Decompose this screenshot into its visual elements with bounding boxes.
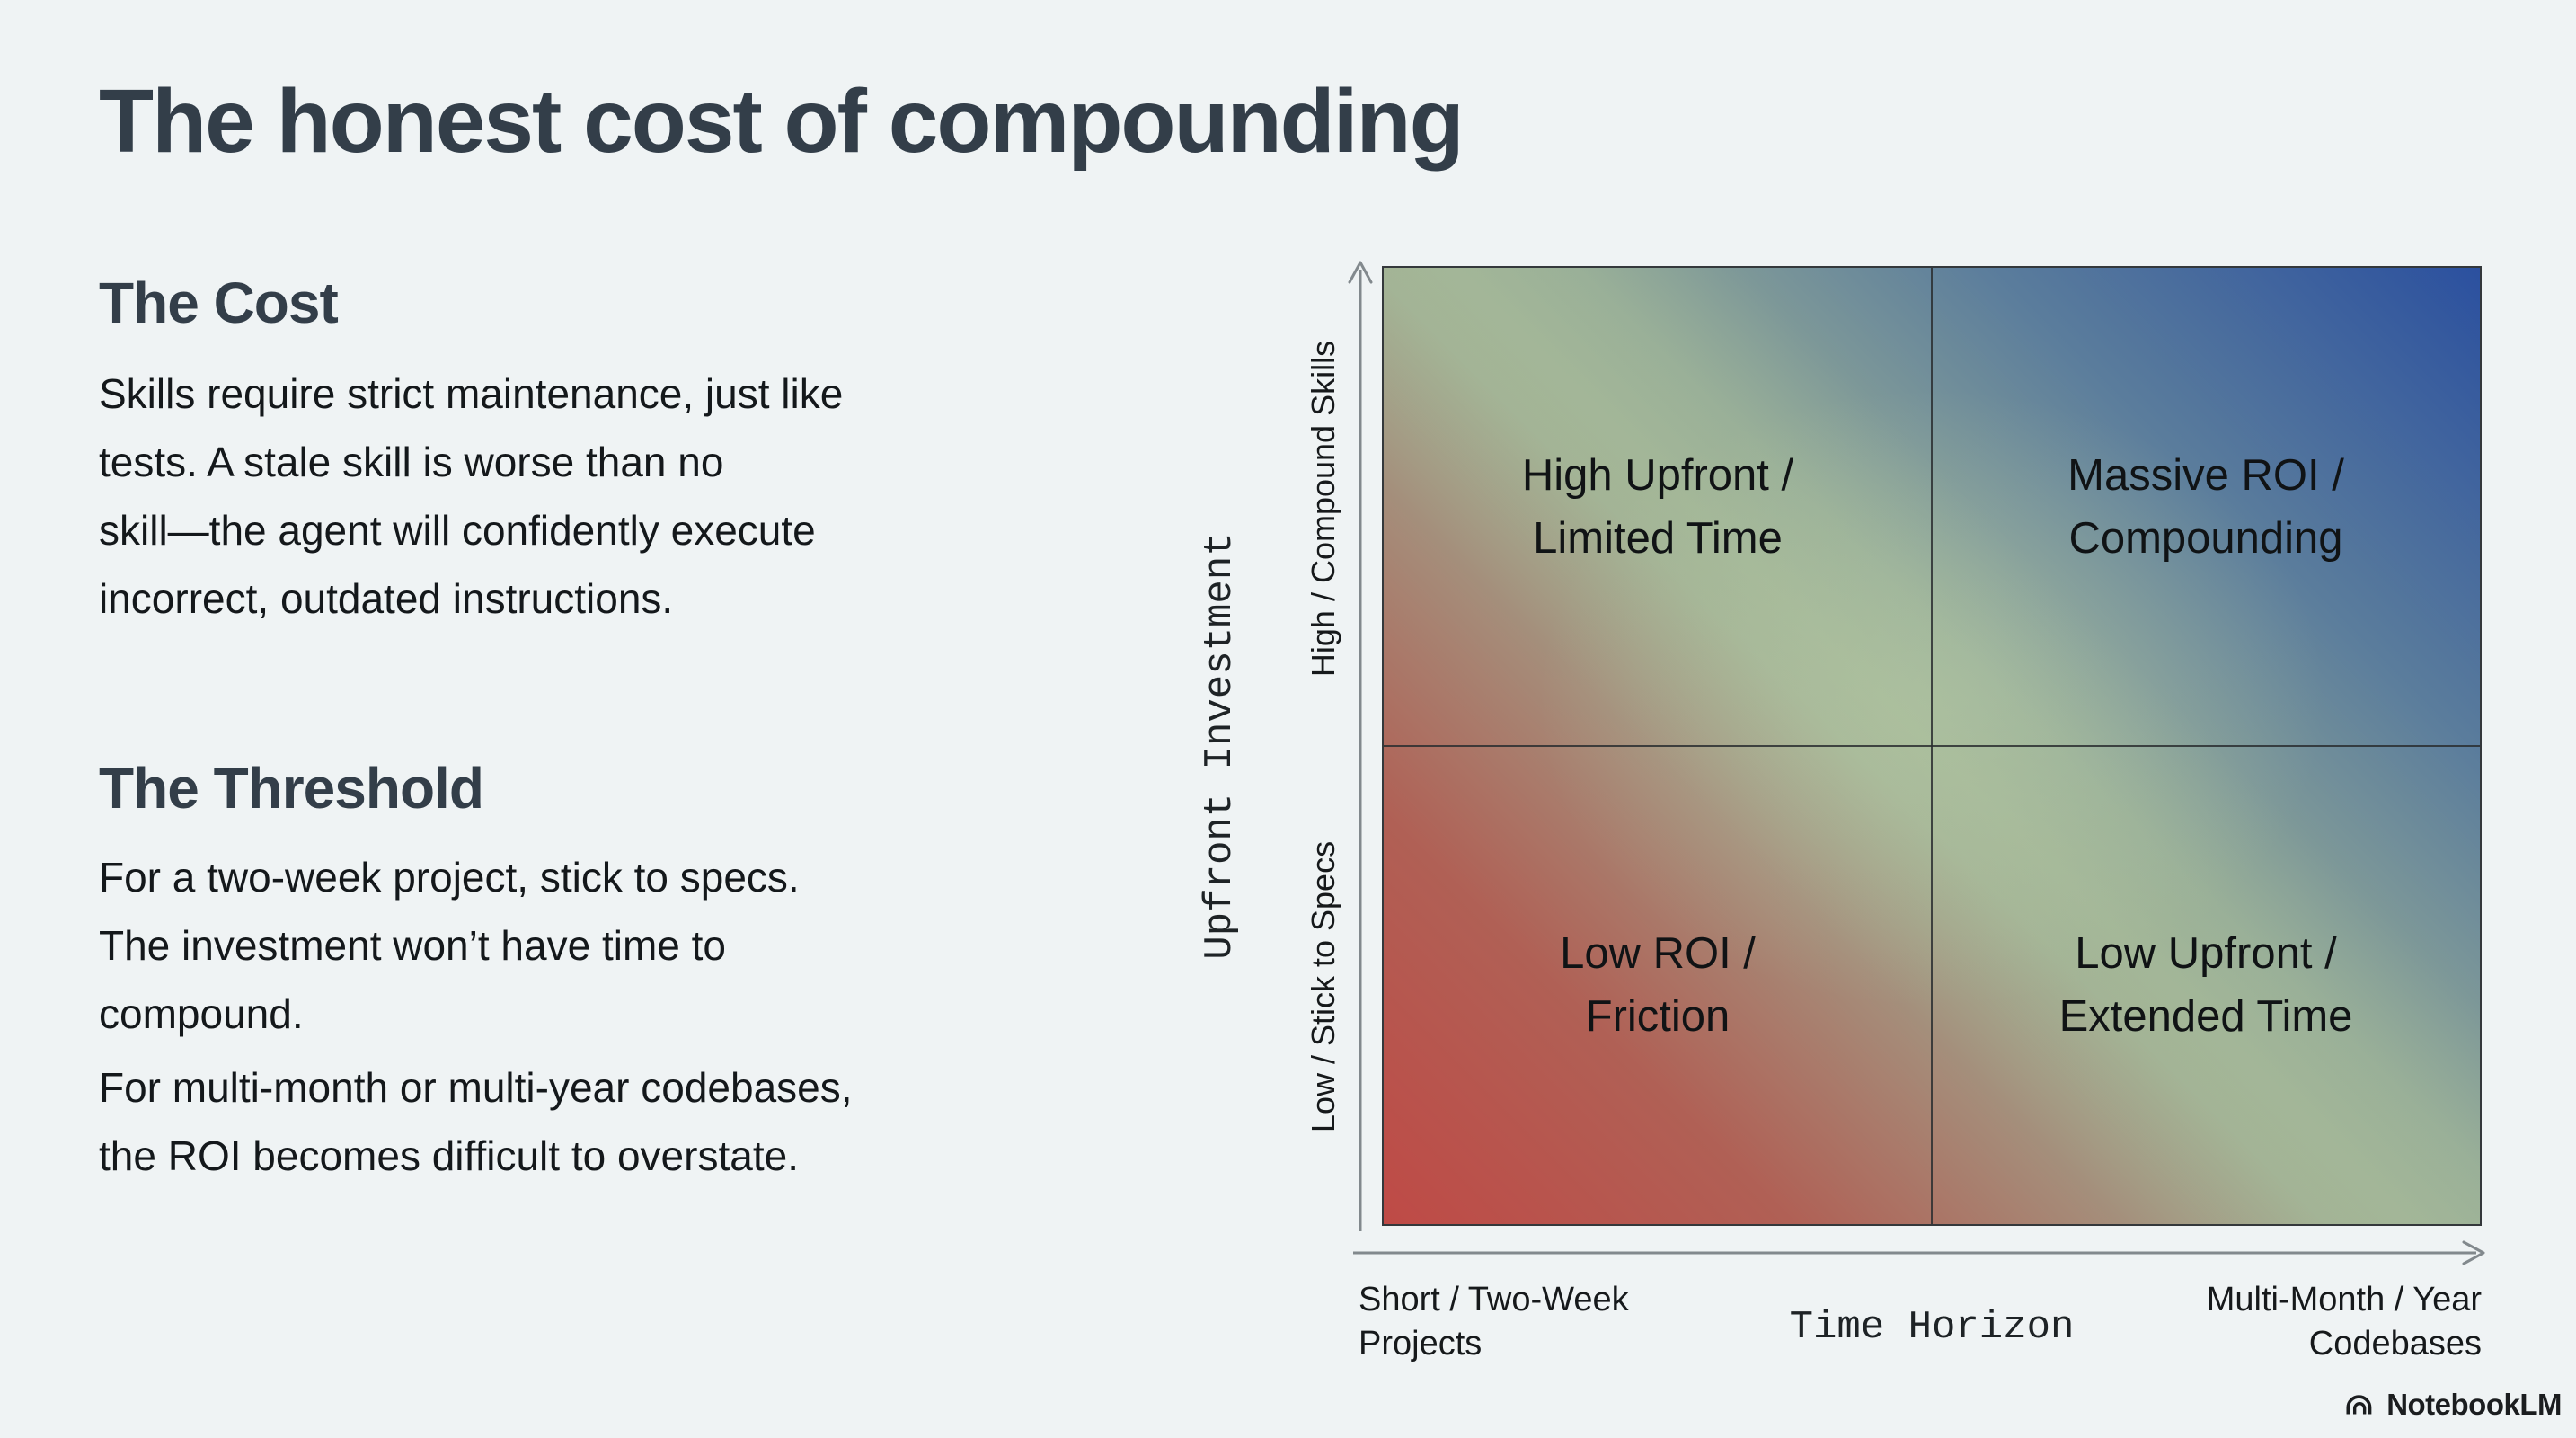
y-axis-tick-high: High / Compound Skills: [1305, 340, 1341, 678]
watermark: NotebookLM: [2343, 1388, 2562, 1422]
quadrant-label-low-roi: Low ROI / Friction: [1560, 929, 1756, 1041]
quadrant-chart: High Upfront / Limited Time Massive ROI …: [1382, 266, 2482, 1226]
x-axis-tick-short: Short / Two-Week Projects: [1359, 1281, 1629, 1363]
quadrant-label-high-upfront: High Upfront / Limited Time: [1521, 451, 1794, 563]
x-axis-tick-multi: Multi-Month / Year Codebases: [2206, 1281, 2482, 1363]
x-axis-arrow-icon: [1353, 1240, 2485, 1265]
quadrant-label-massive-roi: Massive ROI / Compounding: [2067, 451, 2344, 563]
quadrant-bottom-left: Low ROI / Friction: [1384, 746, 1932, 1224]
watermark-label: NotebookLM: [2386, 1388, 2562, 1421]
x-axis-title: Time Horizon: [1789, 1305, 2075, 1350]
quadrant-bottom-right: Low Upfront / Extended Time: [1932, 746, 2480, 1224]
section-paragraph-cost: Skills require strict maintenance, just …: [99, 370, 844, 622]
section-paragraph-threshold-2: For multi-month or multi-year codebases,…: [99, 1064, 853, 1179]
quadrant-top-left: High Upfront / Limited Time: [1384, 268, 1932, 746]
page-title: The honest cost of compounding: [99, 71, 1465, 172]
notebooklm-icon: [2346, 1395, 2372, 1415]
quadrant-top-right: Massive ROI / Compounding: [1932, 268, 2480, 746]
y-axis-tick-low: Low / Stick to Specs: [1305, 840, 1341, 1133]
section-heading-threshold: The Threshold: [99, 756, 484, 821]
section-heading-cost: The Cost: [99, 271, 339, 335]
y-axis-title: Upfront Investment: [1198, 532, 1243, 960]
section-paragraph-threshold-1: For a two-week project, stick to specs. …: [99, 854, 800, 1037]
y-axis-arrow-icon: [1348, 261, 1373, 1231]
quadrant-grid: High Upfront / Limited Time Massive ROI …: [1384, 268, 2480, 1224]
quadrant-label-low-upfront: Low Upfront / Extended Time: [2058, 929, 2353, 1041]
quadrant-divider-horizontal: [1384, 745, 2480, 747]
